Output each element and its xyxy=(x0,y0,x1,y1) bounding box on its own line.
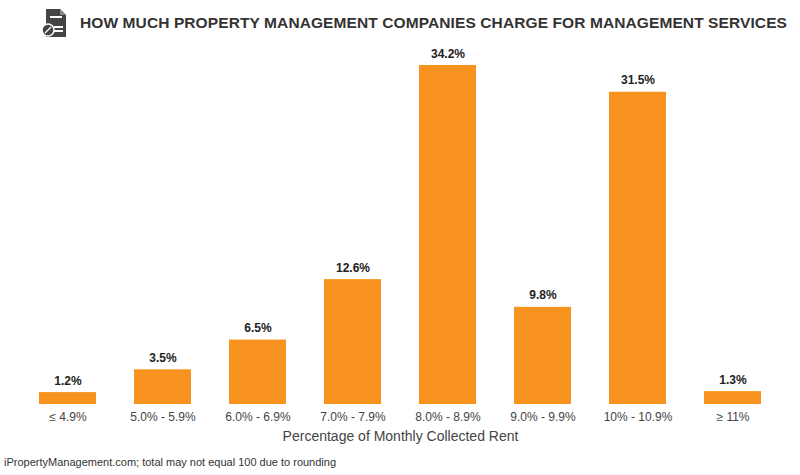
svg-text:9.8%: 9.8% xyxy=(529,288,557,302)
svg-text:6.0% - 6.9%: 6.0% - 6.9% xyxy=(225,410,291,424)
svg-text:31.5%: 31.5% xyxy=(621,73,655,87)
svg-text:34.2%: 34.2% xyxy=(431,47,465,61)
svg-text:6.5%: 6.5% xyxy=(244,321,272,335)
svg-text:9.0% - 9.9%: 9.0% - 9.9% xyxy=(510,410,576,424)
svg-text:1.3%: 1.3% xyxy=(719,373,747,387)
svg-text:≥ 11%: ≥ 11% xyxy=(716,410,749,424)
svg-text:3.5%: 3.5% xyxy=(149,351,177,365)
svg-text:12.6%: 12.6% xyxy=(336,261,370,275)
html-text:iPropertyManagement.com; total: iPropertyManagement.com; total may not e… xyxy=(4,456,336,468)
svg-text:5.0% - 5.9%: 5.0% - 5.9% xyxy=(130,410,196,424)
svg-text:8.0% - 8.9%: 8.0% - 8.9% xyxy=(415,410,481,424)
svg-text:10% - 10.9%: 10% - 10.9% xyxy=(604,410,673,424)
svg-text:≤ 4.9%: ≤ 4.9% xyxy=(49,410,87,424)
svg-text:1.2%: 1.2% xyxy=(54,374,82,388)
html-text:HOW MUCH PROPERTY MANAGEMENT C: HOW MUCH PROPERTY MANAGEMENT COMPANIES C… xyxy=(80,13,787,31)
svg-text:Percentage of Monthly Collecte: Percentage of Monthly Collected Rent xyxy=(283,428,519,444)
svg-text:7.0% - 7.9%: 7.0% - 7.9% xyxy=(320,410,386,424)
